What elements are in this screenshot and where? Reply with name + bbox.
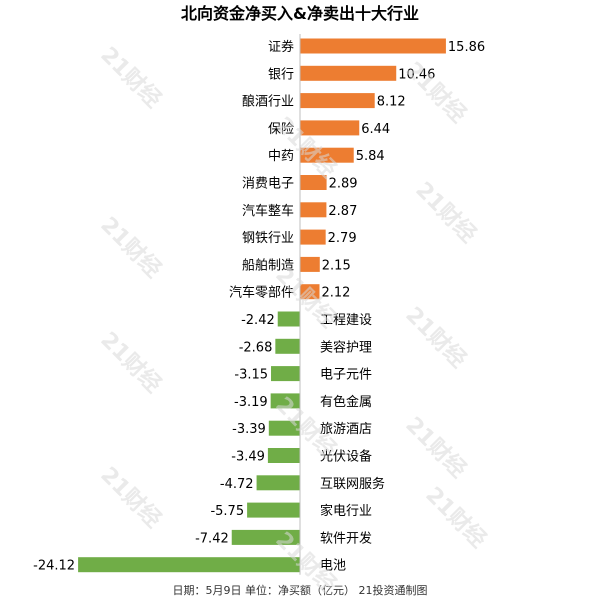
value-label-1: 15.86 — [448, 40, 485, 55]
category-label-13: 电子元件 — [320, 368, 372, 383]
bar-4 — [300, 120, 360, 136]
bar-18 — [247, 502, 300, 518]
category-label-5: 中药 — [268, 149, 294, 164]
category-label-4: 保险 — [268, 122, 294, 137]
value-label-4: 6.44 — [361, 122, 390, 137]
bar-9 — [300, 256, 320, 272]
bars-group: 证券 15.86 银行 10.46 酿酒行业 8.12 保险 6.44 中药 5.84 消费电子 2.… — [33, 38, 485, 574]
category-label-1: 证券 — [268, 39, 294, 55]
value-label-3: 8.12 — [377, 95, 406, 110]
value-label-11: -2.42 — [241, 313, 275, 328]
bar-8 — [300, 229, 326, 245]
bar-13 — [271, 366, 300, 382]
value-label-20: -24.12 — [33, 559, 75, 574]
category-label-20: 电池 — [320, 559, 346, 574]
category-label-18: 家电行业 — [320, 503, 372, 519]
value-label-8: 2.79 — [328, 231, 357, 246]
bar-14 — [270, 393, 300, 409]
bar-15 — [268, 420, 300, 436]
bar-10 — [300, 284, 320, 300]
bar-3 — [300, 93, 375, 109]
value-label-18: -5.75 — [210, 504, 244, 519]
value-label-9: 2.15 — [322, 258, 351, 273]
value-label-7: 2.87 — [328, 204, 357, 219]
category-label-15: 旅游酒店 — [320, 422, 372, 437]
value-label-19: -7.42 — [195, 531, 229, 546]
category-label-9: 船舶制造 — [242, 257, 294, 273]
category-label-19: 软件开发 — [320, 530, 372, 546]
value-label-16: -3.49 — [231, 450, 265, 465]
value-label-6: 2.89 — [329, 177, 358, 192]
bar-1 — [300, 38, 446, 54]
category-label-14: 有色金属 — [320, 394, 372, 410]
value-label-5: 5.84 — [356, 149, 385, 164]
bar-11 — [277, 311, 300, 327]
bar-6 — [300, 175, 327, 190]
chart-footer: 日期：5月9日 单位：净买额（亿元） 21投资通制图 — [173, 583, 428, 597]
category-label-17: 互联网服务 — [320, 476, 385, 492]
chart-title: 北向资金净买入&净卖出十大行业 — [181, 4, 419, 23]
category-label-11: 工程建设 — [320, 313, 372, 328]
category-label-12: 美容护理 — [320, 339, 372, 355]
value-label-13: -3.15 — [234, 368, 268, 383]
bar-5 — [300, 147, 354, 163]
value-label-12: -2.68 — [239, 340, 273, 355]
bar-20 — [78, 557, 300, 573]
value-label-10: 2.12 — [322, 286, 351, 301]
category-label-10: 汽车零部件 — [229, 285, 294, 301]
bar-17 — [256, 475, 300, 491]
category-label-6: 消费电子 — [242, 177, 294, 192]
value-label-17: -4.72 — [220, 477, 254, 492]
category-label-16: 光伏设备 — [320, 449, 372, 465]
category-label-2: 银行 — [268, 67, 294, 82]
category-label-7: 汽车整车 — [242, 203, 294, 219]
bar-2 — [300, 65, 397, 81]
category-label-8: 钢铁行业 — [242, 231, 294, 246]
bar-19 — [231, 529, 300, 545]
value-label-2: 10.46 — [398, 67, 435, 82]
bar-7 — [300, 202, 327, 218]
category-label-3: 酿酒行业 — [242, 94, 294, 110]
value-label-15: -3.39 — [232, 422, 266, 437]
bar-16 — [267, 448, 300, 463]
value-label-14: -3.19 — [234, 395, 268, 410]
bar-12 — [275, 338, 300, 354]
